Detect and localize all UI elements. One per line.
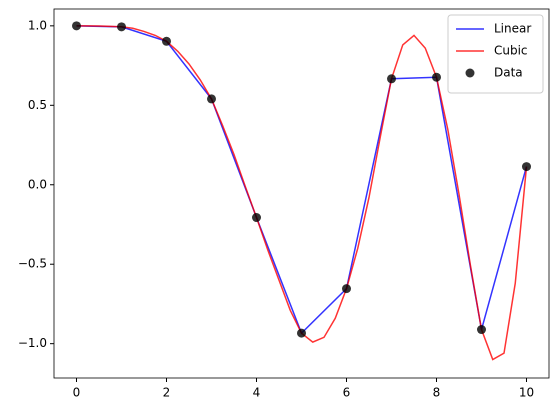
y-tick-label: 0.0	[28, 177, 47, 191]
data-point	[522, 162, 531, 172]
legend-marker	[465, 68, 475, 78]
data-point	[342, 284, 351, 294]
data-point	[387, 74, 396, 84]
x-tick-label: 6	[343, 386, 351, 400]
legend-label: Data	[494, 66, 523, 80]
data-point	[207, 94, 216, 104]
data-point	[117, 22, 126, 32]
y-tick-label: −1.0	[18, 336, 47, 350]
x-tick-label: 4	[253, 386, 261, 400]
plot-frame	[53, 8, 550, 379]
data-point	[252, 212, 261, 222]
y-tick-label: 0.5	[28, 98, 47, 112]
x-tick-label: 0	[73, 386, 81, 400]
data-point	[72, 21, 81, 31]
legend-label: Cubic	[494, 44, 528, 58]
x-tick-label: 10	[519, 386, 534, 400]
data-point	[162, 36, 171, 46]
x-tick-label: 2	[163, 386, 171, 400]
data-point	[477, 325, 486, 335]
legend-label: Linear	[494, 22, 531, 36]
y-tick-label: −0.5	[18, 257, 47, 271]
y-tick-label: 1.0	[28, 18, 47, 32]
x-tick-label: 8	[433, 386, 441, 400]
data-point	[297, 328, 306, 338]
data-point	[432, 72, 441, 82]
